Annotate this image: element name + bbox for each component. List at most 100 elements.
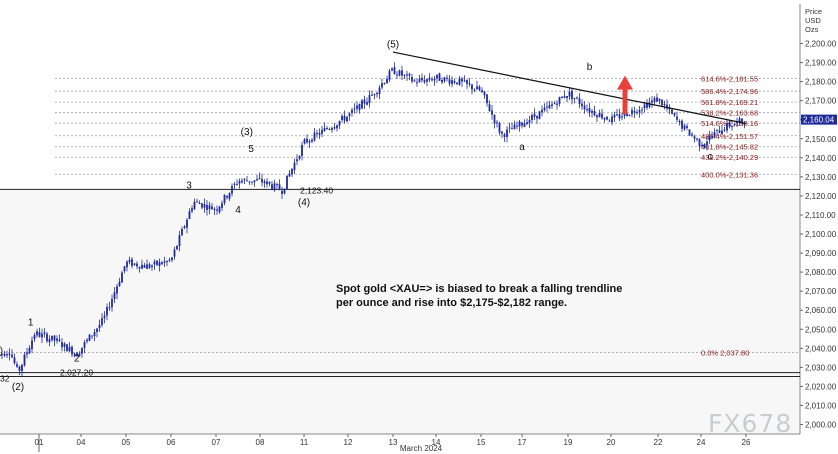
- candle-body: [391, 68, 393, 71]
- candle-body: [526, 122, 528, 125]
- y-tick-label: 2,200.00: [805, 40, 837, 49]
- candle-body: [338, 120, 341, 126]
- candle-body: [383, 83, 386, 85]
- wave-label: 4: [235, 205, 241, 216]
- candle-body: [393, 67, 396, 75]
- candle-body: [646, 103, 648, 108]
- candle-body: [611, 116, 613, 123]
- candle-body: [623, 112, 626, 116]
- y-tick-label: 2,040.00: [805, 344, 837, 353]
- x-tick-label: 20: [607, 438, 616, 447]
- candle-body: [183, 226, 186, 228]
- candle-body: [371, 94, 373, 96]
- candle-body: [298, 156, 301, 159]
- candle-body: [216, 209, 218, 211]
- wave-label: 5: [248, 144, 254, 155]
- candle-body: [28, 347, 31, 354]
- analyst-note-line: Spot gold <XAU=> is biased to break a fa…: [336, 283, 622, 295]
- candle-body: [273, 183, 276, 191]
- wave-label: 3: [186, 180, 192, 191]
- candle-body: [416, 82, 418, 84]
- candle-body: [516, 125, 518, 127]
- candle-body: [236, 183, 238, 185]
- x-tick-label: 12: [344, 438, 353, 447]
- candle-body: [363, 99, 366, 104]
- candle-series: [0, 62, 746, 377]
- falling-trendline: [392, 51, 747, 125]
- candle-body: [53, 335, 56, 341]
- candle-body: [476, 86, 478, 90]
- candle-body: [563, 95, 566, 98]
- candle-body: [206, 204, 208, 210]
- candle-body: [128, 260, 131, 263]
- candle-body: [503, 134, 506, 137]
- candle-body: [666, 104, 668, 109]
- candle-body: [66, 344, 68, 352]
- x-tick-label: 05: [122, 438, 131, 447]
- candle-body: [453, 80, 456, 83]
- candle-body: [321, 129, 323, 134]
- candle-body: [373, 94, 376, 96]
- candle-body: [131, 259, 133, 267]
- level-label-2123: 2,123.40: [300, 185, 333, 195]
- candle-body: [711, 136, 713, 138]
- candle-body: [266, 181, 268, 185]
- candle-body: [86, 339, 88, 342]
- fib-level-label: 461.8%-2,145.82: [701, 143, 758, 152]
- candle-body: [158, 261, 161, 266]
- candle-body: [378, 87, 381, 95]
- candle-body: [331, 128, 333, 131]
- candle-body: [533, 113, 536, 117]
- candle-body: [163, 261, 166, 263]
- candle-body: [43, 332, 46, 334]
- candle-body: [676, 116, 678, 120]
- candle-body: [18, 366, 21, 371]
- candle-body: [368, 95, 371, 104]
- candle-body: [631, 109, 633, 115]
- wave-label: (2): [12, 382, 24, 393]
- candle-body: [701, 144, 703, 147]
- candle-body: [343, 115, 346, 121]
- candle-body: [316, 132, 318, 134]
- last-price-label: 2,160.04: [803, 116, 835, 125]
- candle-body: [13, 357, 16, 364]
- candle-body: [71, 346, 73, 355]
- candle-body: [11, 354, 13, 358]
- fib-level-label: 486.4%-2,151.57: [701, 132, 758, 141]
- candle-body: [226, 196, 228, 198]
- y-tick-label: 2,070.00: [805, 287, 837, 296]
- candle-body: [243, 179, 246, 181]
- y-axis-header-line: Ozs: [805, 25, 819, 34]
- candle-body: [581, 103, 583, 107]
- candle-body: [203, 204, 206, 208]
- candle-body: [598, 113, 601, 117]
- candle-body: [558, 97, 561, 104]
- candle-body: [178, 235, 181, 247]
- candle-body: [573, 97, 576, 99]
- candle-body: [546, 106, 548, 108]
- candle-body: [511, 128, 513, 130]
- candle-body: [253, 180, 256, 183]
- candle-body: [591, 110, 593, 113]
- y-tick-label: 2,180.00: [805, 78, 837, 87]
- y-axis-header-line: USD: [805, 16, 821, 25]
- candle-body: [471, 84, 473, 90]
- candle-body: [198, 203, 201, 205]
- candle-body: [288, 173, 291, 177]
- candle-body: [423, 80, 426, 83]
- candle-body: [106, 307, 108, 316]
- candle-body: [601, 113, 603, 119]
- y-tick-label: 2,060.00: [805, 306, 837, 315]
- candle-body: [251, 181, 253, 183]
- candle-body: [618, 114, 621, 119]
- candle-body: [218, 206, 221, 213]
- candle-body: [51, 335, 53, 340]
- y-tick-label: 2,130.00: [805, 173, 837, 182]
- candle-body: [663, 104, 666, 106]
- candle-body: [186, 219, 188, 228]
- candle-body: [146, 264, 148, 269]
- fib-level-label: 438.2%-2,140.29: [701, 153, 758, 162]
- y-tick-label: 2,150.00: [805, 135, 837, 144]
- candle-body: [313, 132, 316, 141]
- candle-body: [376, 92, 378, 95]
